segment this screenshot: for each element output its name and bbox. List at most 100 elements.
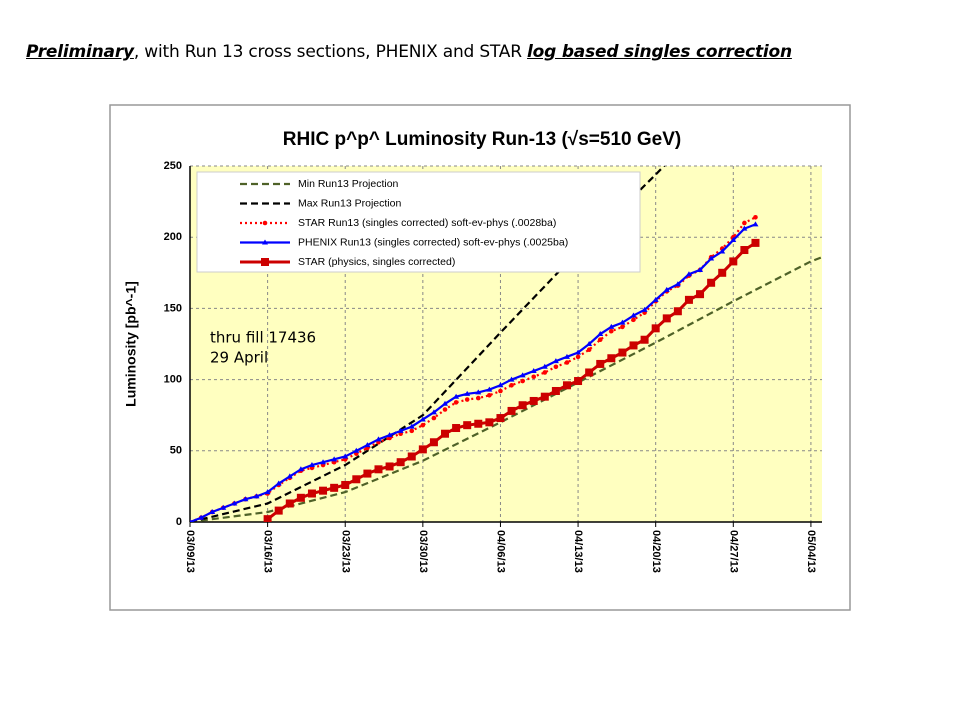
marker [441,429,450,438]
chart-title: RHIC p^p^ Luminosity Run-13 (√s=510 GeV) [283,129,681,150]
marker [386,432,393,438]
y-tick-label: 100 [164,374,182,386]
marker [552,358,559,364]
marker [242,496,249,502]
marker [286,473,293,479]
marker [519,372,526,378]
title-segment: log based singles correction [527,42,792,62]
marker [619,319,626,325]
marker [542,370,548,375]
marker [353,447,360,453]
marker [564,360,570,365]
marker [464,390,471,396]
marker [320,459,327,465]
y-tick-label: 250 [164,160,182,172]
marker [596,359,605,368]
legend-marker [262,220,268,226]
x-tick-label: 03/16/13 [262,530,274,573]
marker [575,349,582,355]
marker [740,246,749,255]
legend-label: Max Run13 Projection [298,197,401,209]
marker [487,392,492,398]
marker [274,506,283,515]
annotation: thru fill 17436 [210,329,316,347]
marker [553,364,559,370]
marker [751,238,760,247]
marker [464,397,470,402]
marker [385,462,394,471]
marker [498,388,503,394]
legend-marker [261,258,269,266]
x-tick-label: 04/13/13 [572,530,584,573]
marker [452,424,461,433]
marker [518,401,527,410]
marker [696,290,705,299]
marker [507,406,516,415]
marker [509,382,514,388]
marker [631,317,636,323]
marker [630,312,637,318]
legend-label: Min Run13 Projection [298,178,399,190]
marker [430,409,437,415]
marker [586,341,593,346]
marker [198,514,205,520]
marker [453,400,459,405]
y-tick-label: 200 [164,231,182,243]
series-line [190,223,756,522]
marker [418,445,427,454]
marker [652,296,659,302]
marker [275,480,282,486]
marker [285,499,294,508]
annotation: 29 April [210,349,268,367]
marker [420,422,426,428]
marker [442,400,449,406]
marker [442,407,448,412]
x-tick-label: 04/20/13 [650,530,662,573]
legend-label: STAR (physics, singles corrected) [298,256,455,268]
marker [397,427,404,433]
marker [541,363,548,369]
legend-label: STAR Run13 (singles corrected) soft-ev-p… [298,217,556,229]
marker [531,374,537,380]
marker [662,314,671,323]
marker [641,306,648,312]
marker [620,324,625,330]
marker [308,462,315,468]
marker [608,323,615,329]
title-segment: , with Run 13 cross sections, PHENIX and… [133,42,528,62]
marker [220,504,227,510]
legend-label: PHENIX Run13 (singles corrected) soft-ev… [298,236,568,248]
marker [330,483,339,492]
marker [341,480,350,489]
x-tick-label: 04/06/13 [495,530,507,573]
plot-series [190,166,822,522]
x-tick-label: 05/04/13 [805,530,817,573]
marker [742,220,747,226]
y-tick-label: 150 [164,302,182,314]
marker [453,393,460,399]
legend-marker [262,239,268,245]
marker [719,248,726,254]
marker [685,271,692,277]
title-segment: Preliminary [26,42,134,62]
marker [540,392,549,401]
marker [618,348,627,357]
marker [575,354,581,360]
marker [586,347,592,352]
y-axis-label: Luminosity [pb^-1] [123,281,139,407]
marker [663,286,670,292]
marker [431,415,437,421]
marker [475,395,481,401]
marker [209,509,216,515]
marker [364,442,371,448]
marker [707,278,716,287]
marker [529,396,538,405]
slide-title: Preliminary, with Run 13 cross sections,… [26,42,792,62]
y-tick-label: 50 [170,445,182,457]
marker [508,376,515,382]
marker [674,281,681,287]
marker [363,469,372,478]
marker [253,493,260,499]
marker [331,456,338,462]
